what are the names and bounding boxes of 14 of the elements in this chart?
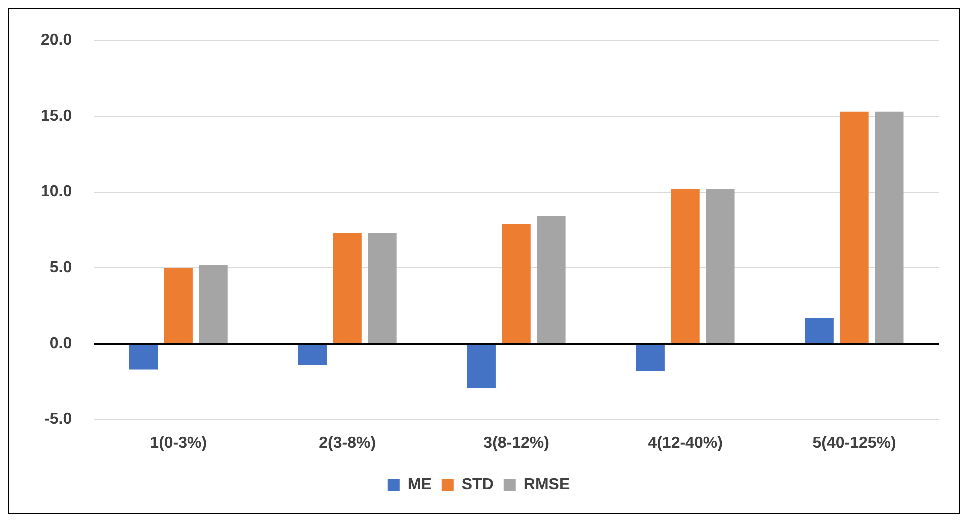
x-tick-label: 2(3-8%): [319, 434, 376, 452]
x-tick-label: 4(12-40%): [648, 434, 723, 452]
y-tick-label: -5.0: [44, 411, 72, 428]
y-tick-label: 15.0: [41, 108, 72, 125]
legend-label: STD: [462, 476, 494, 494]
y-tick-label: 0.0: [50, 335, 72, 352]
y-tick-label: 5.0: [50, 260, 72, 277]
x-tick-label: 5(40-125%): [812, 434, 896, 452]
legend-label: RMSE: [524, 476, 570, 494]
x-tick-label: 3(8-12%): [484, 434, 550, 452]
y-tick-label: 10.0: [41, 184, 72, 201]
x-tick-label: 1(0-3%): [150, 434, 208, 452]
y-tick-label: 20.0: [41, 32, 72, 50]
legend-label: ME: [408, 476, 432, 494]
